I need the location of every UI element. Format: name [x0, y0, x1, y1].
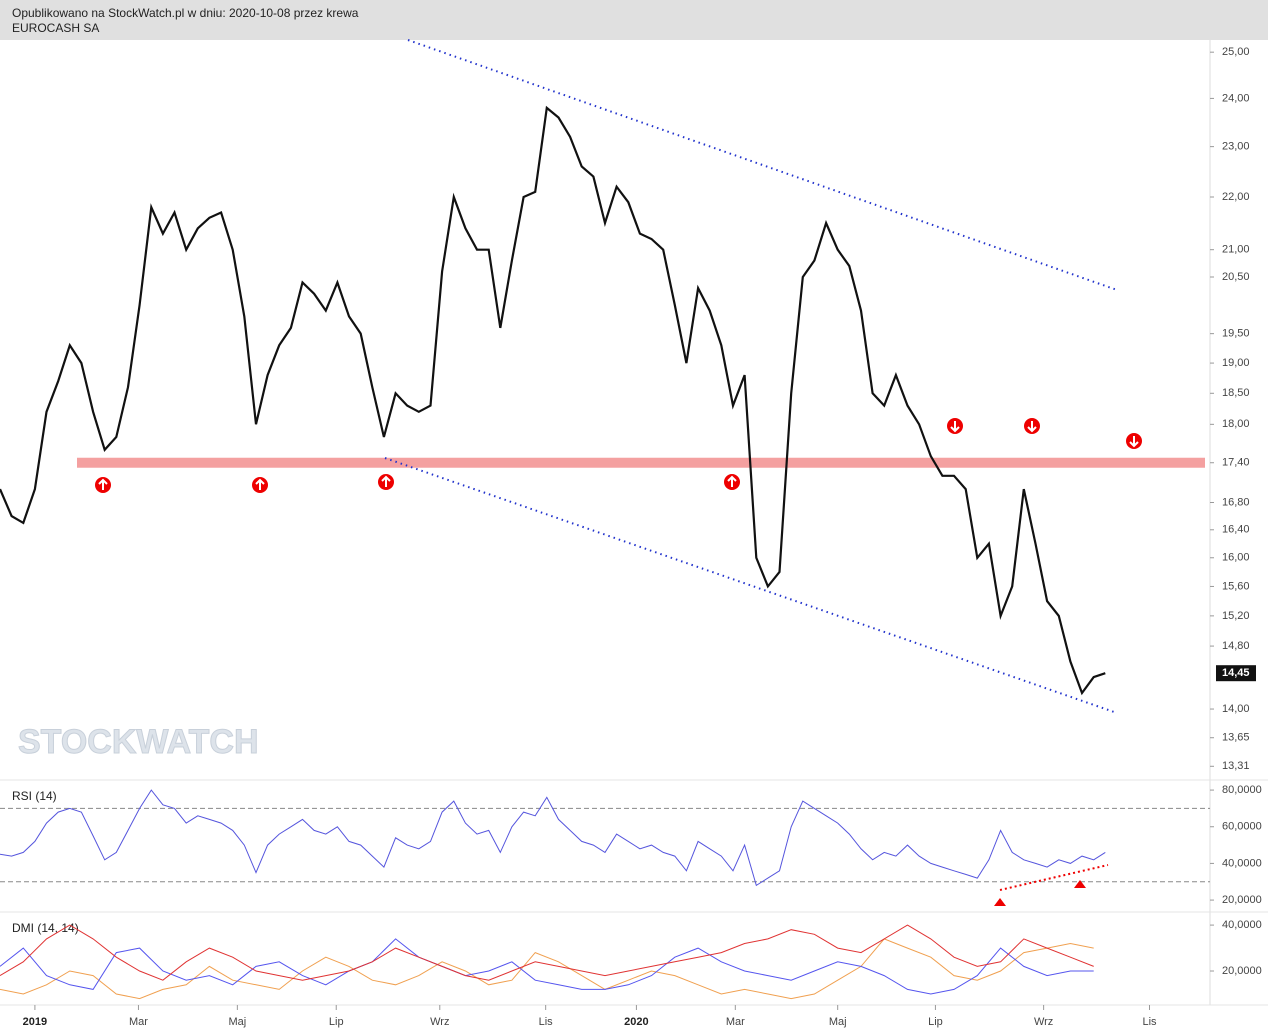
y-tick-label: 24,00 — [1222, 92, 1250, 104]
y-tick-label: 16,00 — [1222, 552, 1250, 564]
y-tick-label: 13,31 — [1222, 760, 1250, 772]
y-tick-label: 17,40 — [1222, 457, 1250, 469]
series-line — [0, 789, 1106, 887]
signal-arrow-glyph — [1129, 436, 1139, 448]
support-band — [77, 457, 1205, 468]
published-line: Opublikowano na StockWatch.pl w dniu: 20… — [12, 6, 359, 20]
series-line — [0, 924, 1094, 981]
y-tick-label: 16,40 — [1222, 524, 1250, 536]
signal-arrow-glyph — [98, 478, 108, 490]
y-tick-label: 15,20 — [1222, 610, 1250, 622]
y-tick-label: 16,80 — [1222, 496, 1250, 508]
signal-arrow-glyph — [727, 475, 737, 487]
panel-title: RSI (14) — [12, 789, 57, 803]
series-line — [0, 938, 1094, 1000]
header: Opublikowano na StockWatch.pl w dniu: 20… — [0, 0, 1268, 40]
trend-line — [384, 457, 1118, 714]
y-tick-label: 40,0000 — [1222, 857, 1262, 869]
signal-triangle — [1074, 880, 1086, 888]
y-tick-label: 13,65 — [1222, 732, 1250, 744]
y-tick-label: 60,0000 — [1222, 821, 1262, 833]
y-tick-label: 80,0000 — [1222, 784, 1262, 796]
y-tick-label: 15,60 — [1222, 580, 1250, 592]
series-line — [0, 938, 1094, 995]
signal-arrow-glyph — [950, 421, 960, 433]
x-tick-label: Mar — [726, 1016, 745, 1028]
y-tick-label: 20,50 — [1222, 271, 1250, 283]
y-tick-label: 22,00 — [1222, 191, 1250, 203]
y-tick-label: 25,00 — [1222, 46, 1250, 58]
y-tick-label: 40,0000 — [1222, 919, 1262, 931]
rsi-trend — [999, 864, 1109, 891]
last-price-label: 14,45 — [1222, 667, 1250, 679]
x-tick-label: Lis — [539, 1016, 554, 1028]
y-tick-label: 20,0000 — [1222, 894, 1262, 906]
y-tick-label: 14,00 — [1222, 703, 1250, 715]
x-tick-label: Wrz — [430, 1016, 449, 1028]
signal-arrow-glyph — [381, 475, 391, 487]
x-tick-label: Mar — [129, 1016, 148, 1028]
y-tick-label: 19,00 — [1222, 357, 1250, 369]
signal-arrow-glyph — [255, 478, 265, 490]
symbol: EUROCASH SA — [12, 21, 100, 35]
x-tick-label: 2020 — [624, 1016, 648, 1028]
y-tick-label: 20,0000 — [1222, 965, 1262, 977]
x-tick-label: Wrz — [1034, 1016, 1053, 1028]
y-tick-label: 23,00 — [1222, 141, 1250, 153]
x-tick-label: Lip — [928, 1016, 943, 1028]
x-tick-label: 2019 — [23, 1016, 47, 1028]
x-tick-label: Maj — [829, 1016, 847, 1028]
signal-triangle — [994, 898, 1006, 906]
watermark: STOCKWATCH — [18, 723, 259, 761]
x-tick-label: Lis — [1142, 1016, 1157, 1028]
y-tick-label: 19,50 — [1222, 328, 1250, 340]
x-tick-label: Lip — [329, 1016, 344, 1028]
y-tick-label: 21,00 — [1222, 244, 1250, 256]
x-tick-label: Maj — [228, 1016, 246, 1028]
y-tick-label: 18,00 — [1222, 418, 1250, 430]
y-tick-label: 18,50 — [1222, 387, 1250, 399]
y-tick-label: 14,80 — [1222, 640, 1250, 652]
panel-title: DMI (14, 14) — [12, 921, 79, 935]
last-price-box — [1216, 665, 1256, 682]
signal-arrow-glyph — [1027, 421, 1037, 433]
series-line — [0, 105, 1106, 696]
